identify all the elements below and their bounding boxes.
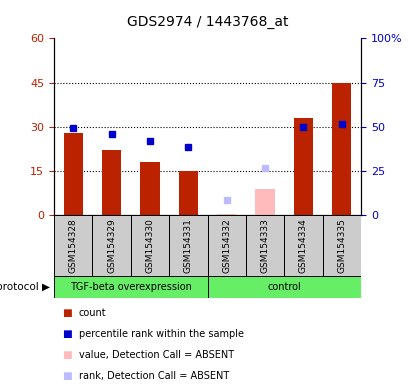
Text: control: control <box>267 282 301 292</box>
Bar <box>246 215 284 276</box>
Bar <box>140 162 159 215</box>
Text: GSM154334: GSM154334 <box>299 218 308 273</box>
Bar <box>217 214 236 215</box>
Text: ■: ■ <box>62 371 72 381</box>
Bar <box>179 171 198 215</box>
Bar <box>169 215 208 276</box>
Bar <box>332 83 352 215</box>
Bar <box>256 189 275 215</box>
Text: GDS2974 / 1443768_at: GDS2974 / 1443768_at <box>127 15 288 29</box>
Bar <box>131 215 169 276</box>
Bar <box>93 215 131 276</box>
Text: percentile rank within the sample: percentile rank within the sample <box>79 329 244 339</box>
Text: ■: ■ <box>62 308 72 318</box>
Bar <box>208 276 361 298</box>
Bar <box>294 118 313 215</box>
Text: value, Detection Call = ABSENT: value, Detection Call = ABSENT <box>79 350 234 360</box>
Bar <box>208 215 246 276</box>
Text: protocol ▶: protocol ▶ <box>0 282 50 292</box>
Bar <box>102 150 121 215</box>
Text: rank, Detection Call = ABSENT: rank, Detection Call = ABSENT <box>79 371 229 381</box>
Bar <box>54 276 208 298</box>
Text: GSM154335: GSM154335 <box>337 218 347 273</box>
Text: ■: ■ <box>62 329 72 339</box>
Bar <box>323 215 361 276</box>
Text: GSM154329: GSM154329 <box>107 218 116 273</box>
Text: GSM154331: GSM154331 <box>184 218 193 273</box>
Text: GSM154328: GSM154328 <box>68 218 78 273</box>
Text: GSM154330: GSM154330 <box>145 218 154 273</box>
Text: ■: ■ <box>62 350 72 360</box>
Text: TGF-beta overexpression: TGF-beta overexpression <box>70 282 192 292</box>
Text: count: count <box>79 308 107 318</box>
Bar <box>63 132 83 215</box>
Bar <box>284 215 323 276</box>
Text: GSM154333: GSM154333 <box>261 218 270 273</box>
Text: GSM154332: GSM154332 <box>222 218 231 273</box>
Bar <box>54 215 92 276</box>
